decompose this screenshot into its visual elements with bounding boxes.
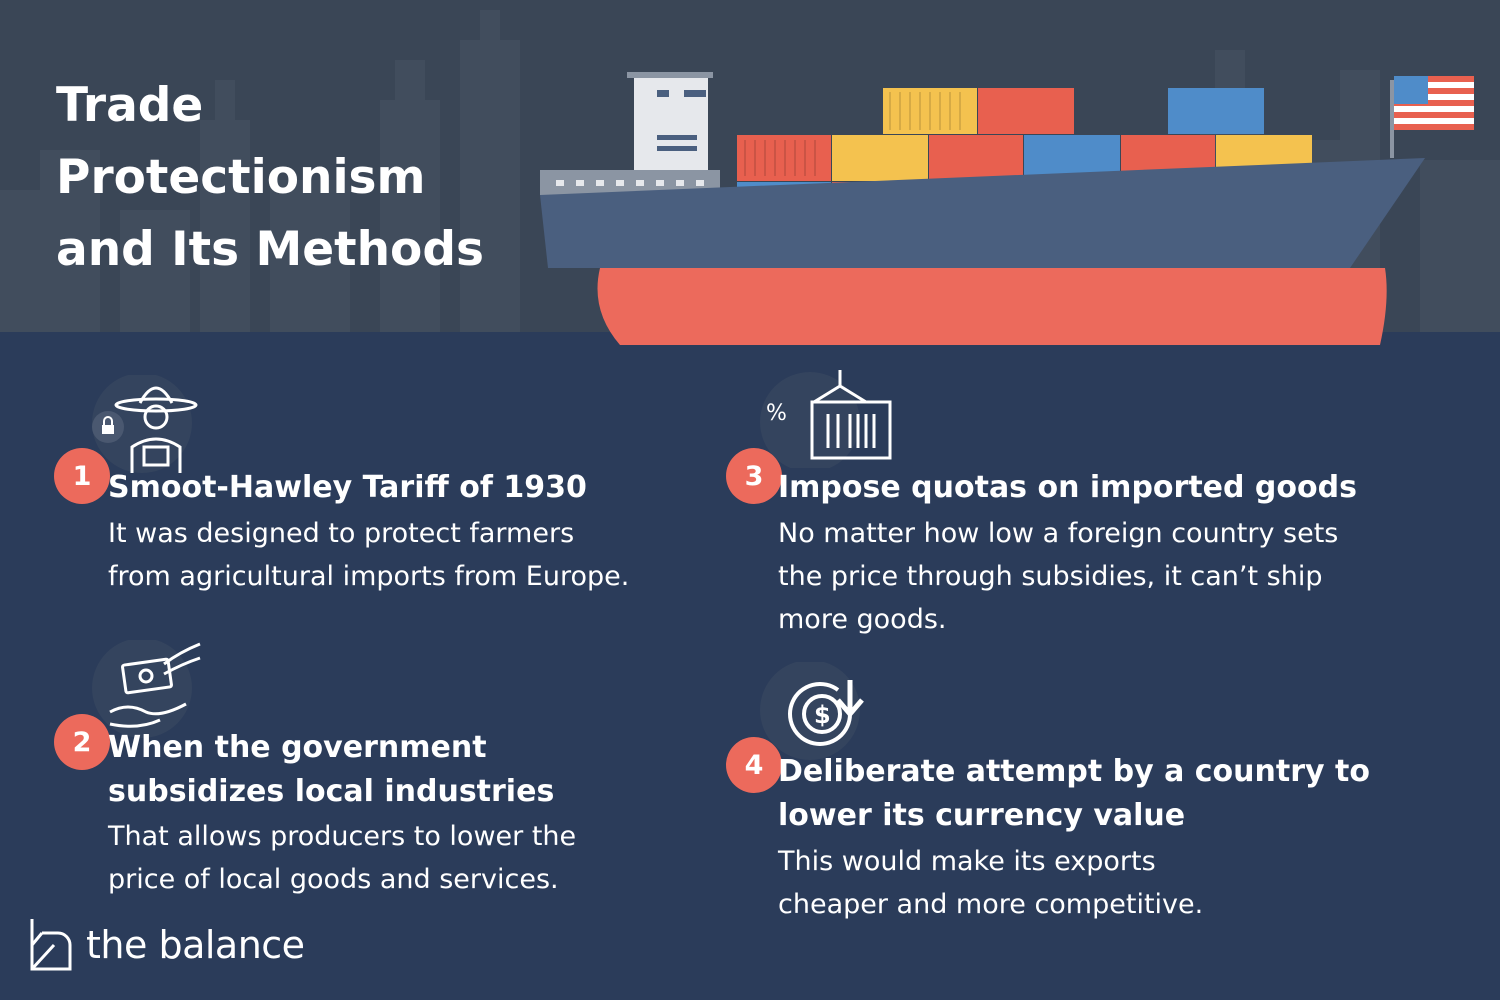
page-title: Trade Protectionism and Its Methods (56, 70, 536, 286)
container-crane-icon: % (760, 370, 892, 468)
step-title: When the government subsidizes local ind… (108, 726, 554, 814)
description-line: No matter how low a foreign country sets (778, 518, 1339, 549)
title-line: When the government (108, 730, 487, 765)
title-line: subsidizes local industries (108, 774, 555, 809)
description-line: price of local goods and services. (108, 864, 559, 895)
money-handoff-icon (92, 640, 201, 738)
content-background (0, 332, 1500, 1000)
svg-text:$: $ (814, 701, 831, 729)
step-number-badge: 3 (726, 448, 782, 504)
title-line: Protectionism (56, 150, 426, 205)
the-balance-logo-icon (30, 919, 72, 971)
step-title: Smoot-Hawley Tariff of 1930 (108, 470, 587, 505)
svg-text:%: % (766, 401, 787, 426)
description-line: from agricultural imports from Europe. (108, 561, 630, 592)
description-line: the price through subsidies, it can’t sh… (778, 561, 1323, 592)
cargo-ship-illustration (540, 72, 1474, 345)
description-line: It was designed to protect farmers (108, 518, 575, 549)
step-title: Impose quotas on imported goods (778, 470, 1357, 505)
description-line: cheaper and more competitive. (778, 889, 1204, 920)
step-description: No matter how low a foreign country sets… (778, 512, 1338, 641)
step-description: It was designed to protect farmers from … (108, 512, 629, 598)
description-line: This would make its exports (778, 846, 1156, 877)
title-line: and Its Methods (56, 222, 484, 277)
step-number-badge: 2 (54, 714, 110, 770)
step-number-badge: 1 (54, 448, 110, 504)
title-line: lower its currency value (778, 798, 1186, 833)
step-description: That allows producers to lower the price… (108, 815, 576, 901)
title-line: Trade (56, 78, 204, 133)
description-line: That allows producers to lower the (108, 821, 577, 852)
currency-down-icon: $ (760, 662, 864, 760)
step-description: This would make its exports cheaper and … (778, 840, 1203, 926)
step-number-badge: 4 (726, 737, 782, 793)
description-line: more goods. (778, 604, 947, 635)
step-title: Deliberate attempt by a country to lower… (778, 750, 1370, 838)
farmer-icon (92, 375, 198, 473)
brand-logo: the balance (28, 915, 305, 975)
title-line: Deliberate attempt by a country to (778, 754, 1370, 789)
brand-name: the balance (86, 923, 305, 967)
